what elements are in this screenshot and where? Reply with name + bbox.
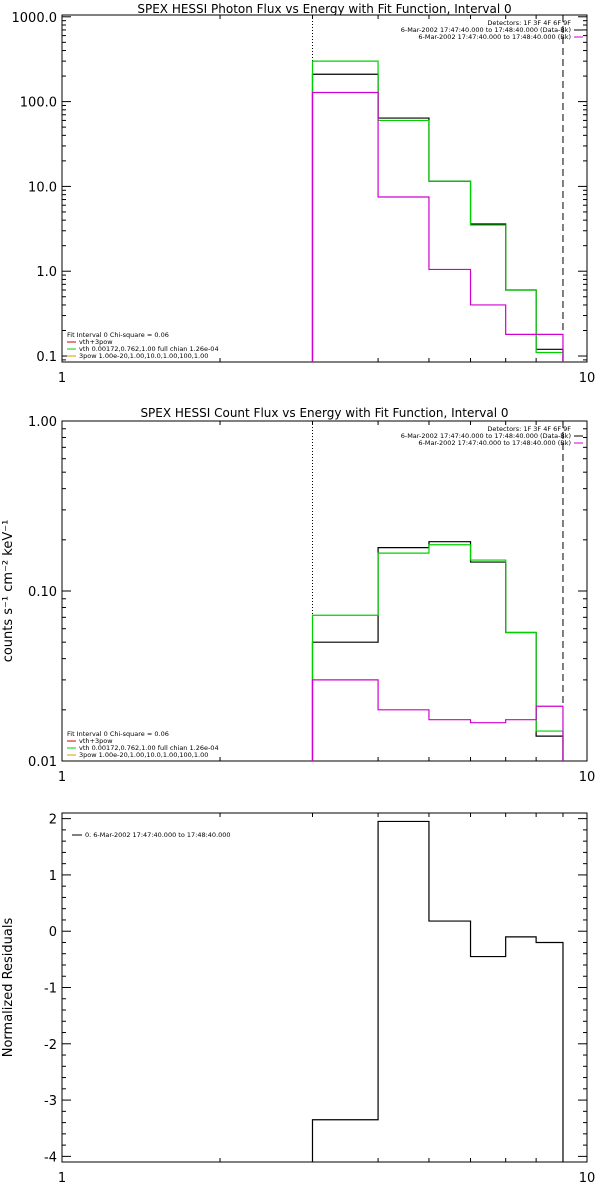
photon-legend-tr-text: 6-Mar-2002 17:47:40.000 to 17:48:40.000 …: [401, 26, 571, 34]
residuals-legend-tl-text: 0. 6-Mar-2002 17:47:40.000 to 17:48:40.0…: [85, 831, 231, 839]
residuals-x-tick-label: 1: [58, 1171, 66, 1186]
count-legend-bl-text: vth+3pow: [79, 737, 113, 745]
photon-legend-tr-text: 6-Mar-2002 17:47:40.000 to 17:48:40.000 …: [418, 33, 571, 41]
count-legend-tr-text: 6-Mar-2002 17:47:40.000 to 17:48:40.000 …: [401, 432, 571, 440]
count-legend-bl-text: vth 0.00172,0.762,1.00 full chian 1.26e-…: [79, 744, 219, 752]
residuals-y-tick-label: -3: [44, 1094, 57, 1109]
residuals-y-tick-label: -4: [44, 1150, 57, 1165]
count-legend-bl-text: Fit Interval 0 Chi-square = 0.06: [67, 730, 169, 738]
count-y-axis-label: counts s⁻¹ cm⁻² keV⁻¹: [1, 520, 16, 663]
count-legend-tr-text: Detectors: 1F 3F 4F 6F 9F: [487, 425, 571, 433]
count-series-2-line: [311, 679, 564, 761]
photon-x-tick-label: 1: [58, 371, 66, 386]
count-plot-frame: [61, 420, 588, 762]
photon-y-tick-label: 100.0: [20, 96, 57, 111]
residuals-series-0-line: [311, 820, 564, 1162]
residuals-plot-frame: [61, 812, 588, 1163]
residuals-y-tick-label: 0: [49, 925, 57, 940]
residuals-y-tick-label: 1: [49, 869, 57, 884]
photon-legend-bl-text: 3pow 1.00e-20,1.00,10.0,1.00,100,1.00: [79, 352, 208, 360]
photon-legend-bl-text: vth 0.00172,0.762,1.00 full chian 1.26e-…: [79, 345, 219, 353]
photon-legend-bl-text: vth+3pow: [79, 338, 113, 346]
residuals-y-tick-label: 2: [49, 813, 57, 828]
count-legend-bl-text: 3pow 1.00e-20,1.00,10.0,1.00,100,1.00: [79, 751, 208, 759]
photon-series-2-line: [311, 91, 564, 362]
count-series-1-line: [311, 544, 564, 761]
residuals-y-tick-label: -1: [44, 982, 57, 997]
residuals-y-axis-label: Normalized Residuals: [1, 918, 16, 1058]
residuals-x-tick-label: 10: [579, 1171, 596, 1186]
count-x-tick-label: 10: [579, 770, 596, 785]
photon-plot-frame: [61, 14, 588, 363]
photon-y-tick-label: 0.1: [36, 350, 57, 365]
count-y-tick-label: 0.01: [28, 755, 57, 770]
count-y-tick-label: 0.10: [28, 585, 57, 600]
photon-series-1-line: [311, 60, 564, 362]
photon-x-tick-label: 10: [579, 371, 596, 386]
count-chart-title: SPEX HESSI Count Flux vs Energy with Fit…: [140, 406, 508, 420]
count-series-0-line: [311, 541, 564, 761]
photon-legend-tr-text: Detectors: 1F 3F 4F 6F 9F: [487, 19, 571, 27]
count-y-tick-label: 1.00: [28, 415, 57, 430]
photon-y-tick-label: 1000.0: [12, 11, 58, 26]
count-x-tick-label: 1: [58, 770, 66, 785]
photon-y-tick-label: 1.0: [36, 265, 57, 280]
count-legend-tr-text: 6-Mar-2002 17:47:40.000 to 17:48:40.000 …: [418, 439, 571, 447]
photon-series-0-line: [311, 73, 564, 362]
photon-legend-bl-text: Fit Interval 0 Chi-square = 0.06: [67, 331, 169, 339]
residuals-y-tick-label: -2: [44, 1038, 57, 1053]
photon-y-tick-label: 10.0: [28, 180, 57, 195]
photon-chart-title: SPEX HESSI Photon Flux vs Energy with Fi…: [137, 2, 511, 16]
